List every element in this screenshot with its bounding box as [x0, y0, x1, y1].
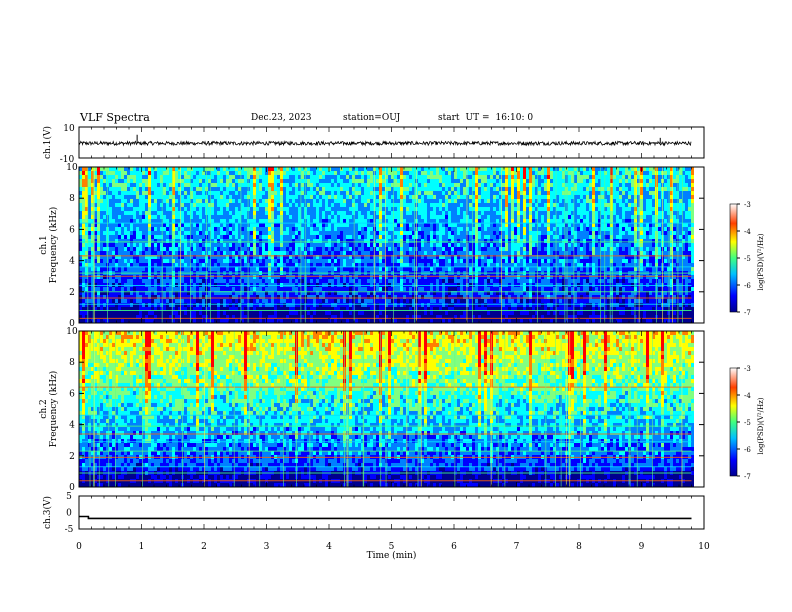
ch1-waveform-trace	[78, 140, 692, 147]
ch2-spectrogram-ytick-0: 0	[69, 483, 75, 493]
ch2-spectrogram-colorbar	[729, 367, 738, 477]
ch3-ytick-0: 5	[66, 492, 72, 502]
ch1-spectrogram-colorbar-tick-0: -3	[744, 201, 751, 209]
start-word: start	[438, 113, 460, 123]
ch1-spectrogram	[79, 167, 694, 323]
ch1-spectrogram-colorbar-tick-1: -4	[744, 228, 751, 236]
ch2-spectrogram-colorbar-tick-4: -7	[744, 473, 751, 481]
x-tick-9: 9	[639, 542, 645, 552]
ch1-spectrogram-ytick-4: 8	[69, 194, 75, 204]
x-tick-3: 3	[264, 542, 270, 552]
ch2-spectrogram-ytick-1: 2	[69, 452, 75, 462]
ch1-spectrogram-ylabel-freq: Frequency (kHz)	[48, 207, 59, 284]
ch2-spectrogram-colorbar-label: log(PSD)(V²/Hz)	[757, 397, 765, 454]
ch2-spectrogram-ytick-3: 6	[69, 389, 75, 399]
ch1-spectrogram-ytick-2: 4	[69, 257, 75, 267]
ch2-spectrogram-ylabel-freq: Frequency (kHz)	[48, 371, 59, 448]
ch2-spectrogram-ylabel-channel: ch.2	[39, 399, 49, 418]
start-time-label: start UT = 16:10: 0	[438, 113, 539, 123]
ch1-spectrogram-colorbar-label: log(PSD)(V²/Hz)	[757, 233, 765, 290]
ch1-ylabel: ch.1(V)	[42, 126, 53, 159]
ut-word: UT =	[465, 113, 490, 123]
ch1-spectrogram-ytick-1: 2	[69, 288, 75, 298]
x-tick-7: 7	[514, 542, 520, 552]
ch2-spectrogram-colorbar-tick-2: -5	[744, 419, 751, 427]
x-tick-4: 4	[326, 542, 332, 552]
chart-title: VLF Spectra	[80, 111, 150, 124]
ch2-spectrogram-colorbar-tick-1: -4	[744, 392, 751, 400]
x-tick-0: 0	[76, 542, 82, 552]
ch3-ytick-1: 0	[66, 509, 72, 519]
ch2-spectrogram-ytick-2: 4	[69, 421, 75, 431]
ch2-spectrogram	[79, 331, 694, 487]
x-tick-10: 10	[698, 542, 710, 552]
x-tick-1: 1	[139, 542, 145, 552]
ch1-spectrogram-ytick-0: 0	[69, 319, 75, 329]
ch1-ytick-bottom: -10	[60, 155, 75, 165]
ch1-ytick-top: 10	[63, 124, 75, 134]
ch3-ylabel: ch.3(V)	[42, 496, 53, 529]
ch3-waveform-trace	[79, 515, 692, 520]
x-tick-2: 2	[201, 542, 207, 552]
date-label: Dec.23, 2023	[251, 113, 312, 123]
ch1-spectrogram-ylabel-channel: ch.1	[39, 235, 49, 254]
ch2-spectrogram-ytick-5: 10	[66, 327, 78, 337]
start-time-value: 16:10: 0	[495, 113, 534, 123]
ch1-spectrogram-colorbar-tick-4: -7	[744, 309, 751, 317]
x-tick-6: 6	[451, 542, 457, 552]
x-axis-label: Time (min)	[367, 550, 417, 561]
ch1-spectrogram-ytick-5: 10	[66, 163, 78, 173]
x-tick-8: 8	[576, 542, 582, 552]
ch1-spectrogram-colorbar-tick-2: -5	[744, 255, 751, 263]
ch2-spectrogram-colorbar-tick-3: -6	[744, 446, 751, 454]
ch2-spectrogram-colorbar-tick-0: -3	[744, 365, 751, 373]
x-tick-5: 5	[389, 542, 395, 552]
ch1-spectrogram-ytick-3: 6	[69, 225, 75, 235]
ch3-ytick-2: -5	[65, 525, 74, 535]
ch1-spectrogram-colorbar	[729, 203, 738, 313]
station-label: station=OUJ	[343, 113, 401, 123]
ch1-spectrogram-colorbar-tick-3: -6	[744, 282, 751, 290]
ch2-spectrogram-ytick-4: 8	[69, 358, 75, 368]
